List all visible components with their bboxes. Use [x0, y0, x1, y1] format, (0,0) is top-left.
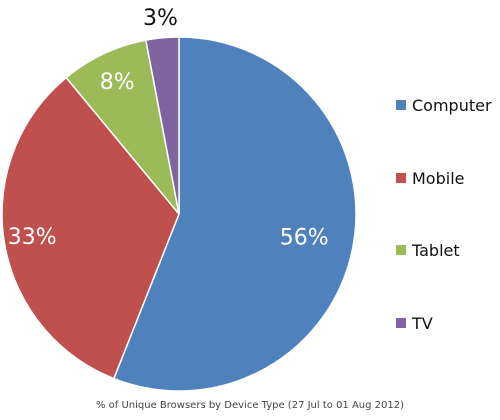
chart-caption: % of Unique Browsers by Device Type (27 …	[95, 400, 405, 411]
legend-swatch-tablet	[396, 245, 406, 255]
legend-item-computer: Computer	[396, 94, 492, 116]
legend-label-mobile: Mobile	[412, 168, 465, 188]
pie-slice-tablet	[65, 39, 180, 215]
data-label-tablet: 8%	[100, 70, 135, 95]
legend-label-tv: TV	[412, 313, 433, 333]
legend-swatch-mobile	[396, 173, 406, 183]
legend-item-tv: TV	[396, 312, 433, 334]
legend-swatch-computer	[396, 100, 406, 110]
legend-item-tablet: Tablet	[396, 239, 460, 261]
data-label-computer: 56%	[280, 225, 329, 250]
legend-swatch-tv	[396, 318, 406, 328]
pie-slice-mobile	[1, 76, 180, 380]
pie-slice-computer	[112, 36, 357, 392]
data-label-tv: 3%	[143, 6, 178, 31]
legend-item-mobile: Mobile	[396, 167, 464, 189]
data-label-mobile: 33%	[8, 225, 57, 250]
legend-label-computer: Computer	[412, 95, 492, 115]
pie-slice-tv	[144, 36, 180, 215]
legend-label-tablet: Tablet	[412, 240, 460, 260]
